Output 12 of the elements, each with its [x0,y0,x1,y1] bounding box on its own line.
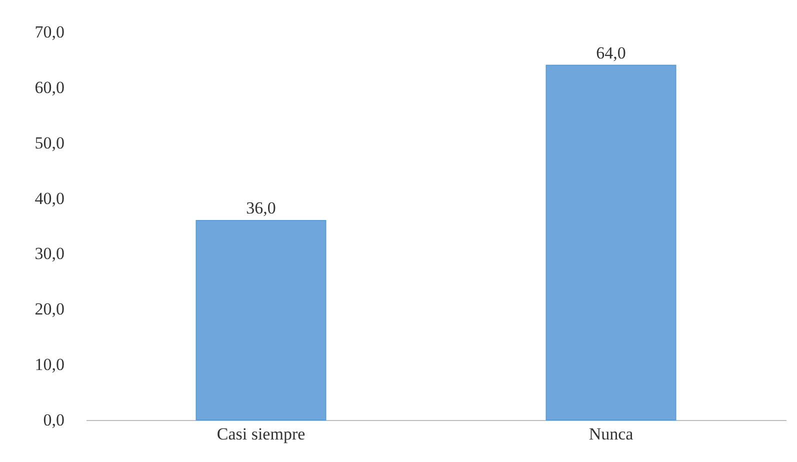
y-tick-label: 30,0 [34,244,64,264]
y-tick-label: 20,0 [34,300,64,319]
y-tick-label: 60,0 [34,78,64,97]
y-tick-label: 50,0 [34,133,64,152]
x-tick-label: Nunca [588,424,634,444]
data-label: 64,0 [596,43,626,62]
y-tick-label: 70,0 [34,22,64,42]
data-label: 36,0 [246,198,276,218]
y-tick-label: 40,0 [34,188,64,208]
y-tick-label: 0,0 [43,410,64,430]
y-tick-label: 10,0 [34,355,64,374]
x-tick-label: Casi siempre [216,424,306,444]
